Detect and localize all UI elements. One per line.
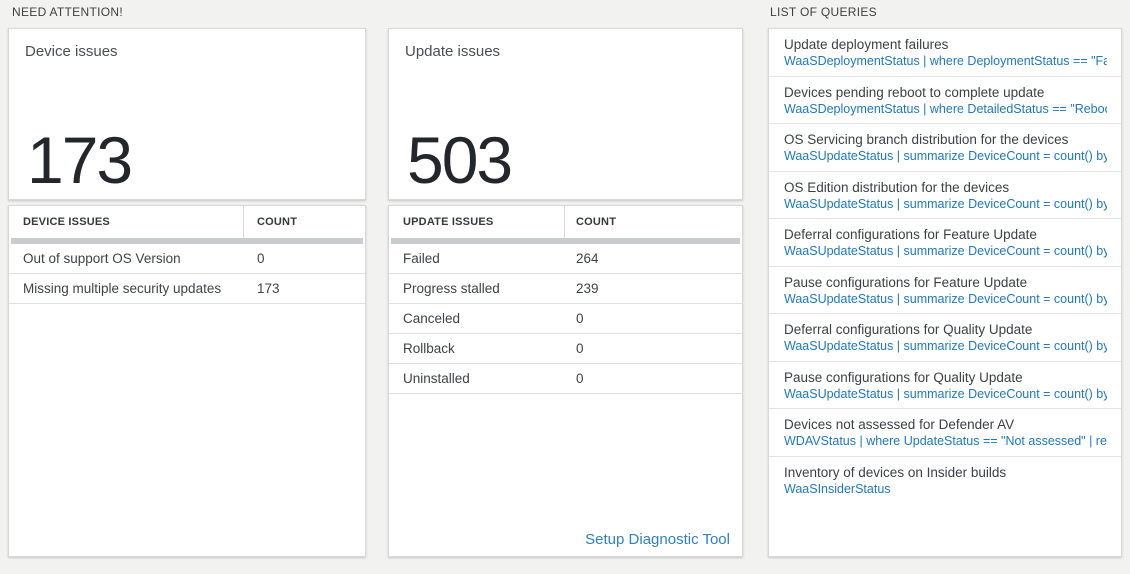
query-text: WaaSUpdateStatus | summarize DeviceCount… (784, 291, 1107, 306)
issue-label: Progress stalled (403, 281, 500, 296)
device-issues-stat-tile[interactable]: Device issues 173 (8, 28, 366, 200)
device-issues-table-tile: DEVICE ISSUES COUNT Out of support OS Ve… (8, 205, 366, 557)
issue-label: Canceled (403, 311, 461, 326)
query-text: WaaSUpdateStatus | summarize DeviceCount… (784, 196, 1107, 211)
issue-count: 264 (576, 251, 599, 266)
query-text: WaaSUpdateStatus | summarize DeviceCount… (784, 244, 1107, 258)
query-text: WaaSInsiderStatus (784, 481, 891, 496)
query-text: WaaSDeploymentStatus | where DetailedSta… (784, 101, 1107, 116)
query-list-item[interactable]: OS Edition distribution for the devices … (769, 172, 1121, 219)
horizontal-scrollbar[interactable] (11, 238, 363, 244)
query-title: Inventory of devices on Insider builds (784, 464, 1007, 480)
query-list-item[interactable]: Devices pending reboot to complete updat… (769, 77, 1121, 124)
query-list-item[interactable]: Deferral configurations for Quality Upda… (769, 314, 1121, 362)
query-list-item[interactable]: OS Servicing branch distribution for the… (769, 124, 1121, 172)
issue-label: Uninstalled (403, 371, 470, 386)
issue-count: 0 (576, 371, 584, 386)
table-row[interactable]: Progress stalled 239 (389, 274, 742, 304)
issue-count: 0 (576, 311, 584, 326)
query-text: WaaSUpdateStatus | summarize DeviceCount… (784, 386, 1107, 401)
update-issues-table-tile: UPDATE ISSUES COUNT Failed 264 Progress … (388, 205, 743, 557)
need-attention-section-label: NEED ATTENTION! (12, 5, 123, 19)
query-text: WaaSUpdateStatus | summarize DeviceCount… (784, 339, 1107, 353)
issue-count: 0 (257, 251, 265, 266)
query-title: Deferral configurations for Feature Upda… (784, 227, 1037, 242)
query-text: WaaSDeploymentStatus | where DeploymentS… (784, 54, 1107, 68)
issue-label: Missing multiple security updates (23, 281, 222, 296)
query-list-item[interactable]: Devices not assessed for Defender AV WDA… (769, 409, 1121, 457)
query-text: WaaSUpdateStatus | summarize DeviceCount… (784, 149, 1107, 163)
table-row[interactable]: Failed 264 (389, 244, 742, 274)
query-title: Devices not assessed for Defender AV (784, 417, 1015, 432)
list-of-queries-card: Update deployment failures WaaSDeploymen… (768, 28, 1122, 557)
query-title: OS Edition distribution for the devices (784, 179, 1010, 195)
query-title: Pause configurations for Quality Update (784, 369, 1023, 385)
device-issues-table-header: DEVICE ISSUES COUNT (9, 206, 365, 238)
issue-count: 239 (576, 281, 599, 296)
query-title: Devices pending reboot to complete updat… (784, 84, 1045, 100)
table-row[interactable]: Missing multiple security updates 173 (9, 274, 365, 304)
query-title: Deferral configurations for Quality Upda… (784, 322, 1033, 337)
update-issues-count: 503 (407, 123, 513, 197)
setup-diagnostic-tool-link[interactable]: Setup Diagnostic Tool (585, 531, 730, 548)
query-list-item[interactable]: Pause configurations for Feature Update … (769, 267, 1121, 314)
issue-count: 0 (576, 341, 584, 356)
count-column-header: COUNT (257, 216, 298, 228)
update-issues-title: Update issues (405, 43, 501, 60)
query-list-item[interactable]: Inventory of devices on Insider builds W… (769, 457, 1121, 505)
issue-label: Failed (403, 251, 440, 266)
update-issues-stat-tile[interactable]: Update issues 503 (388, 28, 743, 200)
issue-label: Rollback (403, 341, 455, 356)
update-issues-table-header: UPDATE ISSUES COUNT (389, 206, 742, 238)
device-issues-column-header: DEVICE ISSUES (23, 216, 110, 228)
table-row[interactable]: Rollback 0 (389, 334, 742, 364)
update-issues-column-header: UPDATE ISSUES (403, 216, 494, 228)
issue-count: 173 (257, 281, 280, 296)
query-title: Pause configurations for Feature Update (784, 274, 1028, 290)
table-row[interactable]: Out of support OS Version 0 (9, 244, 365, 274)
query-title: Update deployment failures (784, 37, 949, 52)
count-column-header: COUNT (576, 216, 617, 228)
device-issues-title: Device issues (25, 43, 118, 60)
query-list-item[interactable]: Pause configurations for Quality Update … (769, 362, 1121, 409)
query-list-item[interactable]: Deferral configurations for Feature Upda… (769, 219, 1121, 267)
device-issues-count: 173 (27, 123, 133, 197)
list-of-queries-section-label: LIST OF QUERIES (770, 5, 877, 19)
query-title: OS Servicing branch distribution for the… (784, 132, 1069, 147)
query-text: WDAVStatus | where UpdateStatus == "Not … (784, 434, 1107, 448)
issue-label: Out of support OS Version (23, 251, 181, 266)
query-list-item[interactable]: Update deployment failures WaaSDeploymen… (769, 29, 1121, 77)
table-row[interactable]: Uninstalled 0 (389, 364, 742, 394)
table-row[interactable]: Canceled 0 (389, 304, 742, 334)
horizontal-scrollbar[interactable] (391, 238, 740, 244)
